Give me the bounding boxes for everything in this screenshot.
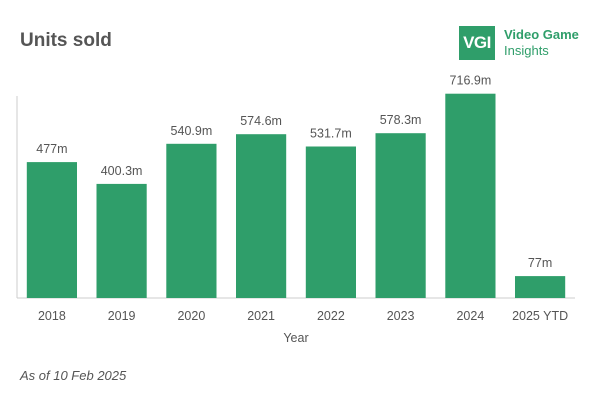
chart-title: Units sold <box>20 30 112 51</box>
x-tick-label: 2022 <box>317 309 345 323</box>
x-axis-label: Year <box>283 331 308 345</box>
x-tick-label: 2019 <box>108 309 136 323</box>
data-label: 716.9m <box>450 74 492 88</box>
bar-2019 <box>96 183 147 298</box>
logo-line1: Video Game <box>504 27 579 42</box>
vgi-logo: VGI Video Game Insights <box>459 26 579 60</box>
data-label: 400.3m <box>101 164 143 178</box>
footnote: As of 10 Feb 2025 <box>20 368 127 383</box>
bar-2023 <box>375 133 426 298</box>
logo-text: Video Game Insights <box>504 27 579 59</box>
x-tick-label: 2023 <box>387 309 415 323</box>
bar-2018 <box>26 162 77 298</box>
data-label: 531.7m <box>310 127 352 141</box>
x-tick-label: 2025 YTD <box>512 309 568 323</box>
data-label: 574.6m <box>240 114 282 128</box>
x-tick-label: 2020 <box>177 309 205 323</box>
bar-2021 <box>236 134 287 298</box>
bar-2025-ytd <box>515 276 566 298</box>
x-tick-label: 2021 <box>247 309 275 323</box>
x-tick-label: 2018 <box>38 309 66 323</box>
x-tick-label: 2024 <box>456 309 484 323</box>
bar-2022 <box>305 146 356 298</box>
bar-2024 <box>445 93 496 298</box>
data-label: 578.3m <box>380 113 422 127</box>
logo-line2: Insights <box>504 43 549 58</box>
data-label: 540.9m <box>171 124 213 138</box>
logo-mark: VGI <box>459 26 495 60</box>
data-label: 477m <box>36 142 67 156</box>
bar-chart: 477m 2018 400.3m 2019 540.9m 2020 574.6m 2021 53… <box>16 74 575 345</box>
bar-2020 <box>166 143 217 298</box>
data-label: 77m <box>528 256 552 270</box>
